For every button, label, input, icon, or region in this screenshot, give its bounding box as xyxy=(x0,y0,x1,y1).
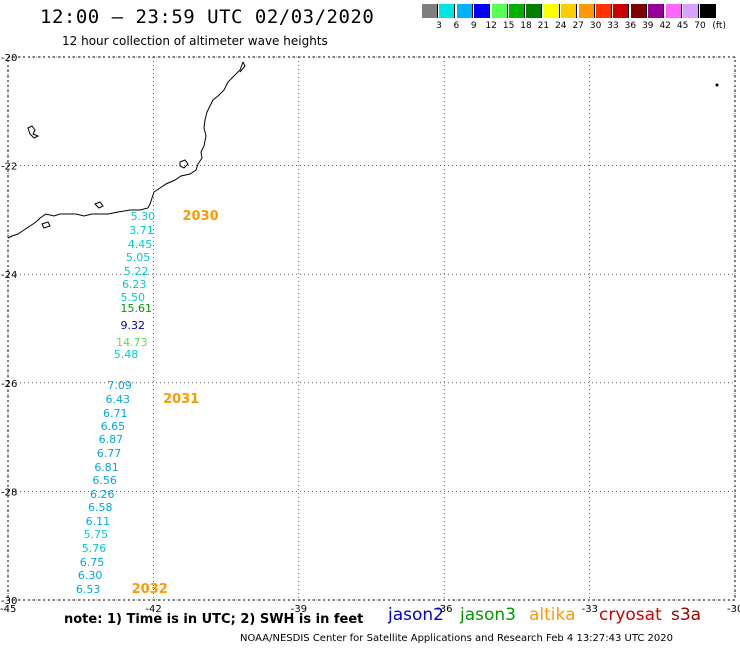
wave-height-label: 6.65 xyxy=(100,420,126,434)
longitude-tick-label: -39 xyxy=(291,604,307,615)
wave-height-label: 5.22 xyxy=(123,265,149,279)
latitude-tick-label: -30 xyxy=(1,596,17,607)
island-north xyxy=(27,125,40,139)
satellite-legend-item: jason2 xyxy=(388,605,444,625)
wave-height-label: 6.71 xyxy=(103,406,128,420)
pass-time-label: 2032 xyxy=(131,581,168,597)
latitude-tick-label: -24 xyxy=(1,270,17,281)
longitude-tick-label: -45 xyxy=(0,604,16,615)
scale-swatch xyxy=(561,4,578,18)
scale-label: 12 xyxy=(485,21,497,31)
wave-height-label: 14.73 xyxy=(116,336,148,350)
island-sw xyxy=(41,221,51,229)
satellite-legend-item: cryosat xyxy=(599,605,662,625)
wave-height-label: 5.75 xyxy=(83,528,109,542)
scale-label: 30 xyxy=(589,21,602,31)
wave-height-label: 5.50 xyxy=(120,290,145,304)
scale-label: 21 xyxy=(537,21,550,31)
pass-time-label: 2030 xyxy=(182,209,219,225)
wave-height-label: 6.56 xyxy=(92,474,117,488)
scale-swatch xyxy=(439,4,456,18)
island-dot xyxy=(715,83,719,87)
scale-label: 70 xyxy=(694,21,706,31)
scale-label: 3 xyxy=(436,21,442,31)
satellite-legend-item: altika xyxy=(529,605,576,625)
scale-unit: (ft) xyxy=(712,21,726,31)
wave-height-label: 5.48 xyxy=(113,347,139,361)
scale-swatch xyxy=(543,4,560,18)
wave-height-label: 6.11 xyxy=(85,514,111,528)
scale-swatch xyxy=(630,4,647,18)
wave-height-label: 6.30 xyxy=(77,569,103,583)
wave-height-label: 5.05 xyxy=(125,251,151,265)
island-east-2 xyxy=(239,61,246,73)
scale-label: 45 xyxy=(676,21,689,31)
scale-swatch xyxy=(474,4,491,18)
wave-height-label: 6.75 xyxy=(79,555,105,569)
latitude-tick-label: -22 xyxy=(1,162,17,173)
wave-height-label: 6.26 xyxy=(89,487,115,501)
wave-height-label: 3.71 xyxy=(129,224,154,238)
scale-swatch xyxy=(596,4,612,18)
axis-labels: -45 -42 -39 -36 -33 -30 -20 -22 -24 -26 -28 -30 xyxy=(0,53,740,615)
scale-swatch xyxy=(422,4,438,18)
latitude-tick-label: -28 xyxy=(1,487,17,498)
island-east-1 xyxy=(179,159,189,169)
wave-height-label: 6.87 xyxy=(98,433,124,447)
pass-time-label: 2031 xyxy=(163,391,200,407)
island-bay xyxy=(94,201,104,209)
scale-label: 42 xyxy=(659,21,671,31)
map-frame xyxy=(7,56,736,601)
scale-swatch xyxy=(578,4,595,18)
grid-lines xyxy=(7,56,736,601)
scale-label: 39 xyxy=(642,21,654,31)
wave-height-label: 4.45 xyxy=(127,237,153,251)
longitude-tick-label: -30 xyxy=(727,604,740,615)
scale-label: 27 xyxy=(572,21,584,31)
scale-label: 24 xyxy=(555,21,567,31)
wave-height-label: 6.77 xyxy=(96,447,122,461)
wave-height-label: 7.09 xyxy=(107,379,132,393)
map-subtitle: 12 hour collection of altimeter wave hei… xyxy=(62,34,328,48)
scale-label: 33 xyxy=(607,21,619,31)
coastline-path xyxy=(7,61,244,239)
longitude-tick-label: -33 xyxy=(582,604,598,615)
wave-height-label: 6.81 xyxy=(94,460,119,474)
scale-swatch xyxy=(700,4,717,18)
scale-swatch xyxy=(613,4,630,18)
scale-label: 9 xyxy=(470,21,477,31)
wave-height-label: 6.43 xyxy=(105,392,130,406)
wave-height-label: 9.32 xyxy=(120,319,145,333)
credit-line: NOAA/NESDIS Center for Satellite Applica… xyxy=(240,633,673,644)
wave-height-label: 15.61 xyxy=(120,302,152,316)
scale-swatch xyxy=(683,4,699,18)
longitude-tick-label: -42 xyxy=(145,604,161,615)
scale-swatch xyxy=(665,4,682,18)
wave-height-label: 5.76 xyxy=(81,541,107,555)
wave-height-label: 6.53 xyxy=(75,582,101,596)
scale-swatch xyxy=(648,4,665,18)
scale-label: 15 xyxy=(502,21,515,31)
scale-swatch xyxy=(491,4,508,18)
latitude-tick-label: -20 xyxy=(1,53,17,64)
wave-height-label: 6.58 xyxy=(88,501,113,515)
longitude-tick-label: -36 xyxy=(436,604,452,615)
latitude-tick-label: -26 xyxy=(1,379,17,390)
scale-swatch xyxy=(509,4,525,18)
footer-note: note: 1) Time is in UTC; 2) SWH is in fe… xyxy=(64,612,364,627)
map-title: 12:00 – 23:59 UTC 02/03/2020 xyxy=(40,6,375,28)
scale-label: 18 xyxy=(520,21,532,31)
scale-swatch xyxy=(526,4,543,18)
coastline xyxy=(7,61,246,239)
wave-height-label: 5.30 xyxy=(130,210,156,224)
scale-swatch xyxy=(456,4,473,18)
satellite-legend-item: jason3 xyxy=(460,605,516,625)
wave-height-label: 6.23 xyxy=(121,278,147,292)
scale-label: 36 xyxy=(624,21,637,31)
scale-label: 6 xyxy=(453,21,460,31)
satellite-legend-item: s3a xyxy=(671,605,702,625)
